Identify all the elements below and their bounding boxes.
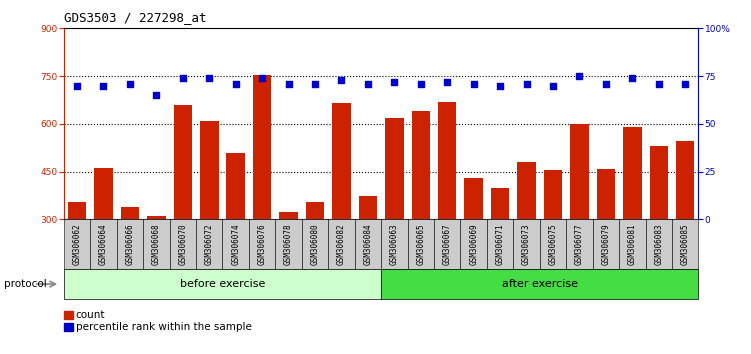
Bar [359, 195, 377, 315]
Bar [676, 141, 695, 315]
Bar [491, 188, 509, 315]
Bar [570, 124, 589, 315]
Text: GSM306065: GSM306065 [416, 223, 425, 265]
Point [547, 83, 559, 88]
Point [626, 75, 638, 81]
Text: GSM306081: GSM306081 [628, 223, 637, 265]
Text: GSM306085: GSM306085 [680, 223, 689, 265]
Text: percentile rank within the sample: percentile rank within the sample [76, 322, 252, 332]
Bar [279, 211, 298, 315]
Text: GSM306064: GSM306064 [99, 223, 108, 265]
Point [574, 73, 586, 79]
Point [653, 81, 665, 87]
Text: GSM306073: GSM306073 [522, 223, 531, 265]
Bar [173, 105, 192, 315]
Text: GSM306063: GSM306063 [390, 223, 399, 265]
Point [256, 75, 268, 81]
Bar [253, 75, 271, 315]
Bar [94, 167, 113, 315]
Point [494, 83, 506, 88]
Point [71, 83, 83, 88]
Text: GSM306071: GSM306071 [496, 223, 505, 265]
Point [388, 79, 400, 85]
Bar [464, 178, 483, 315]
Bar [517, 162, 535, 315]
Bar [332, 103, 351, 315]
Text: GSM306076: GSM306076 [258, 223, 267, 265]
Text: GSM306062: GSM306062 [73, 223, 82, 265]
Text: GSM306070: GSM306070 [178, 223, 187, 265]
Bar [227, 153, 245, 315]
Bar [385, 118, 403, 315]
Text: GDS3503 / 227298_at: GDS3503 / 227298_at [64, 11, 207, 24]
Bar [200, 121, 219, 315]
Bar [623, 127, 641, 315]
Bar [650, 146, 668, 315]
Text: protocol: protocol [4, 279, 47, 289]
Point [600, 81, 612, 87]
Text: GSM306082: GSM306082 [337, 223, 346, 265]
Point [150, 92, 162, 98]
Point [362, 81, 374, 87]
Text: GSM306084: GSM306084 [363, 223, 372, 265]
Bar [544, 170, 562, 315]
Point [468, 81, 480, 87]
Point [679, 81, 691, 87]
Point [520, 81, 532, 87]
Text: GSM306075: GSM306075 [548, 223, 557, 265]
Text: after exercise: after exercise [502, 279, 578, 289]
Text: count: count [76, 310, 105, 320]
Text: GSM306068: GSM306068 [152, 223, 161, 265]
Point [204, 75, 216, 81]
Bar [412, 111, 430, 315]
Text: GSM306074: GSM306074 [231, 223, 240, 265]
Point [230, 81, 242, 87]
Bar [147, 216, 166, 315]
Bar [306, 202, 324, 315]
Point [124, 81, 136, 87]
Text: GSM306066: GSM306066 [125, 223, 134, 265]
Bar [68, 202, 86, 315]
Point [309, 81, 321, 87]
Text: GSM306083: GSM306083 [654, 223, 663, 265]
Point [415, 81, 427, 87]
Text: GSM306079: GSM306079 [602, 223, 611, 265]
Text: GSM306067: GSM306067 [443, 223, 452, 265]
Point [282, 81, 294, 87]
Text: GSM306080: GSM306080 [310, 223, 319, 265]
Point [442, 79, 454, 85]
Point [336, 77, 348, 83]
Text: GSM306072: GSM306072 [205, 223, 214, 265]
Bar [596, 169, 615, 315]
Point [176, 75, 189, 81]
Text: before exercise: before exercise [179, 279, 265, 289]
Text: GSM306069: GSM306069 [469, 223, 478, 265]
Text: GSM306077: GSM306077 [575, 223, 584, 265]
Point [98, 83, 110, 88]
Bar [121, 207, 139, 315]
Text: GSM306078: GSM306078 [284, 223, 293, 265]
Bar [438, 102, 457, 315]
